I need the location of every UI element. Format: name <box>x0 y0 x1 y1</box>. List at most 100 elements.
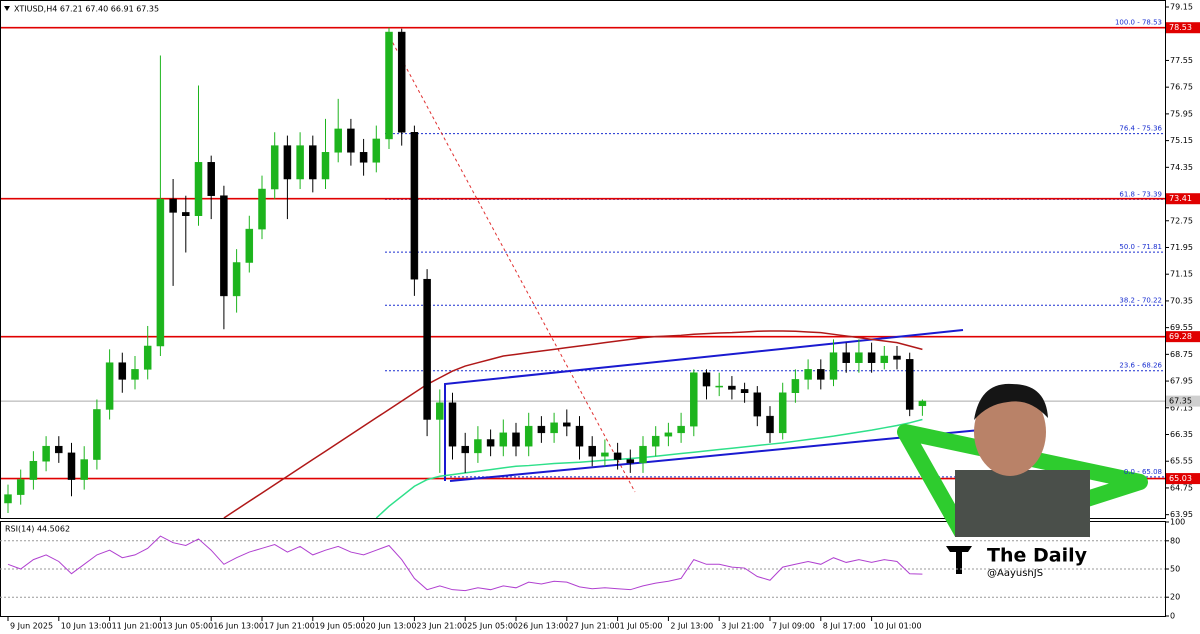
candle-body <box>740 389 749 394</box>
x-tick-label: 27 Jun 21:00 <box>569 622 620 631</box>
candle-body <box>423 278 431 420</box>
y-tick-label: 74.35 <box>1170 163 1193 172</box>
candle-body <box>105 362 114 410</box>
y-tick-label: 71.95 <box>1170 243 1193 252</box>
fib-label: 50.0 - 71.81 <box>1119 243 1162 251</box>
x-tick-label: 3 Jul 21:00 <box>721 622 764 631</box>
title-icon <box>4 6 10 11</box>
x-tick-label: 1 Jul 05:00 <box>620 622 663 631</box>
candle-body <box>359 152 368 163</box>
candle-body <box>143 345 152 370</box>
level-label: 73.41 <box>1169 194 1192 203</box>
candle-body <box>436 402 444 420</box>
candle-body <box>690 372 698 427</box>
overlay-handle: @AayushJS <box>987 568 1043 579</box>
fib-label: 61.8 - 73.39 <box>1119 190 1162 198</box>
fib-label: 23.6 - 68.26 <box>1119 362 1162 370</box>
level-label: 78.53 <box>1169 23 1192 32</box>
rsi-line <box>7 535 923 592</box>
candle-body <box>537 425 546 434</box>
plot-layer <box>4 27 927 519</box>
candle-body <box>601 452 609 457</box>
y-tick-label: 75.95 <box>1170 109 1193 118</box>
y-tick-label: 66.35 <box>1170 430 1193 439</box>
fib-label: 38.2 - 70.22 <box>1119 296 1162 304</box>
candle-body <box>550 422 558 434</box>
candle-body <box>67 452 76 480</box>
candle-body <box>55 445 63 454</box>
grid-layer <box>0 26 1165 480</box>
x-tick-label: 10 Jul 01:00 <box>874 622 922 631</box>
rsi-tick-label: 80 <box>1170 536 1180 545</box>
fib-label: 100.0 - 78.53 <box>1115 19 1162 27</box>
candle-body <box>245 228 254 263</box>
candle-body <box>842 352 850 363</box>
last-price-box <box>1166 395 1200 407</box>
y-tick-label: 77.55 <box>1170 56 1193 65</box>
y-tick-label: 67.15 <box>1170 403 1193 412</box>
candle-body <box>715 385 723 388</box>
y-tick-label: 65.55 <box>1170 457 1193 466</box>
candle-body <box>639 445 647 464</box>
candle-body <box>169 198 177 213</box>
y-tick-label: 76.75 <box>1170 83 1193 92</box>
x-tick-label: 26 Jun 13:00 <box>518 622 569 631</box>
candle-body <box>855 352 863 363</box>
y-tick-label: 72.75 <box>1170 216 1193 225</box>
candle-body <box>880 355 889 363</box>
overlay: The Daily @AayushJS <box>897 383 1148 585</box>
candle-body <box>664 432 673 437</box>
rsi-label: RSI(14) 44.5062 <box>5 525 70 534</box>
level-box <box>1166 331 1200 343</box>
x-tick-label: 17 Jun 21:00 <box>264 622 315 631</box>
overlay-jacket <box>955 470 1090 540</box>
y-tick-label: 69.55 <box>1170 323 1193 332</box>
x-tick-label: 19 Jun 05:00 <box>315 622 366 631</box>
level-label: 69.28 <box>1169 332 1192 341</box>
x-tick-label: 16 Jun 13:00 <box>213 622 264 631</box>
candle-body <box>778 392 787 434</box>
level-label: 65.03 <box>1169 474 1192 483</box>
candle-body <box>334 128 342 153</box>
candle-body <box>702 372 711 387</box>
candle-body <box>118 362 127 380</box>
level-box <box>1166 22 1200 34</box>
candle-body <box>804 369 812 380</box>
candle-body <box>867 352 876 363</box>
candle-body <box>728 385 736 390</box>
y-tick-label: 75.15 <box>1170 136 1193 145</box>
fib-label: 76.4 - 75.36 <box>1119 125 1162 133</box>
candle-body <box>207 162 215 196</box>
candle-body <box>232 262 241 297</box>
candle-body <box>194 162 203 216</box>
rsi-tick-label: 100 <box>1170 518 1185 527</box>
candle-body <box>829 352 838 380</box>
candle-body <box>512 432 520 447</box>
moving-average <box>223 330 923 519</box>
overlay-card <box>935 537 1093 585</box>
main-frame <box>0 0 1166 519</box>
candle-body <box>626 459 635 464</box>
y-tick-label: 68.75 <box>1170 350 1193 359</box>
candle-body <box>817 369 825 380</box>
y-tick-label: 63.95 <box>1170 510 1193 519</box>
candle-body <box>4 494 12 504</box>
last-price-label: 67.35 <box>1169 397 1192 406</box>
candle-body <box>296 145 304 180</box>
candle-body <box>372 138 381 163</box>
x-tick-label: 9 Jun 2025 <box>10 622 53 631</box>
moving-average <box>375 418 923 519</box>
rsi-tick-label: 50 <box>1170 565 1180 574</box>
candle-body <box>131 369 139 380</box>
candle-body <box>524 425 533 447</box>
x-tick-label: 13 Jun 05:00 <box>162 622 213 631</box>
candle-body <box>563 422 571 427</box>
candle-body <box>29 460 38 480</box>
overlay-title: The Daily <box>987 545 1088 567</box>
y-tick-label: 70.35 <box>1170 296 1193 305</box>
candle-body <box>905 359 914 410</box>
x-tick-label: 7 Jul 09:00 <box>772 622 815 631</box>
x-tick-label: 11 Jun 21:00 <box>112 622 163 631</box>
fib-label: 0.0 - 65.08 <box>1124 468 1162 476</box>
